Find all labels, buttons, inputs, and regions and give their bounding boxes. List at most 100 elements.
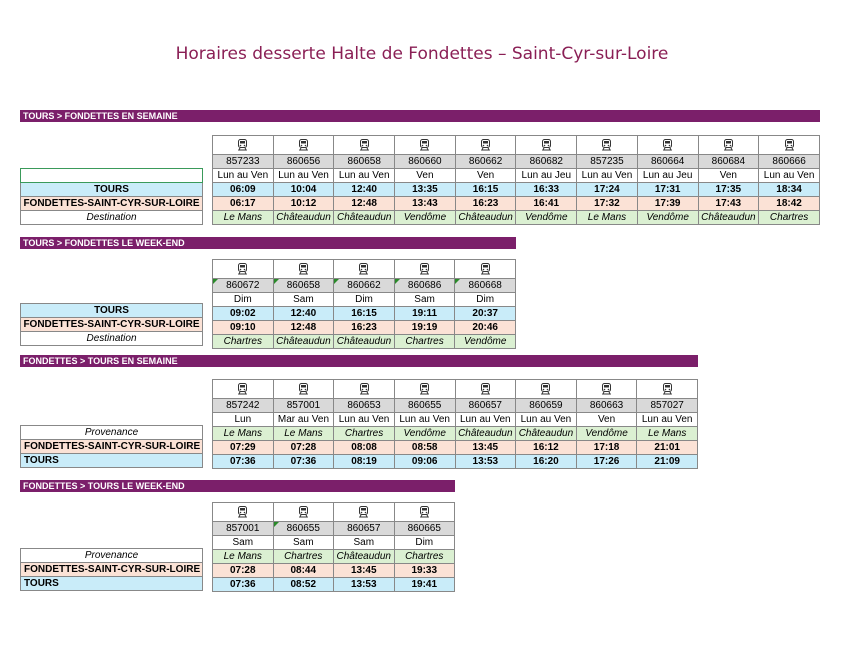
tours-time: 16:20 — [515, 454, 577, 469]
tours-label: TOURS — [20, 182, 203, 197]
tours-time: 20:37 — [454, 306, 516, 321]
service-days: Dim — [454, 292, 516, 307]
train-number: 857235 — [576, 154, 638, 169]
service-days: Lun au Ven — [576, 168, 638, 183]
train-icon — [576, 135, 638, 155]
train-number: 860684 — [697, 154, 760, 169]
fondettes-time: 08:08 — [333, 440, 395, 455]
place-cell: Vendôme — [515, 210, 578, 225]
fondettes-time: 07:28 — [272, 440, 335, 455]
train-number-row: 857242 857001 860653 860655 860657 860659 8606… — [212, 398, 698, 413]
fondettes-time-row: 06:17 10:12 12:48 13:43 16:23 16:41 17:32 17:39… — [212, 196, 820, 211]
train-number: 860655 — [272, 521, 334, 536]
fondettes-time: 09:10 — [212, 320, 274, 335]
section-heading: TOURS > FONDETTES LE WEEK-END — [20, 237, 516, 249]
service-days: Sam — [272, 535, 334, 550]
train-number: 860682 — [515, 154, 578, 169]
tours-label: TOURS — [20, 576, 203, 591]
train-icon — [212, 502, 274, 522]
train-icon — [272, 502, 334, 522]
service-days: Sam — [393, 292, 456, 307]
station-label-table: TOURS FONDETTES-SAINT-CYR-SUR-LOIRE Destin… — [20, 168, 203, 225]
service-days-row: Dim Sam Dim Sam Dim — [212, 292, 516, 307]
tours-time: 12:40 — [272, 306, 335, 321]
place-cell: Châteaudun — [697, 210, 760, 225]
comment-marker-icon — [273, 522, 279, 527]
tours-time: 13:35 — [394, 182, 456, 197]
train-icon — [394, 135, 456, 155]
tours-time: 08:52 — [272, 577, 334, 592]
place-cell: Vendôme — [454, 334, 516, 349]
tours-time: 12:40 — [333, 182, 396, 197]
fondettes-time: 12:48 — [272, 320, 335, 335]
train-schedule-table: 860672 860658 860662 860686 860668 Dim Sam Dim S… — [212, 259, 516, 349]
fondettes-time: 19:33 — [393, 563, 455, 578]
tours-time: 07:36 — [212, 577, 274, 592]
fondettes-time: 17:32 — [576, 196, 638, 211]
fondettes-label: FONDETTES-SAINT-CYR-SUR-LOIRE — [20, 439, 203, 454]
service-days: Dim — [333, 292, 395, 307]
train-icon — [515, 379, 577, 399]
train-number: 860672 — [212, 278, 274, 293]
train-number: 857242 — [212, 398, 274, 413]
fondettes-time: 13:43 — [394, 196, 456, 211]
train-number: 860659 — [515, 398, 577, 413]
service-days: Sam — [272, 292, 335, 307]
train-icon-row — [212, 259, 516, 279]
train-number: 857027 — [636, 398, 698, 413]
place-cell: Vendôme — [575, 426, 638, 441]
tours-time: 17:35 — [697, 182, 760, 197]
train-number: 860656 — [272, 154, 335, 169]
tours-time: 07:36 — [212, 454, 274, 469]
train-number: 860662 — [333, 278, 395, 293]
fondettes-time: 13:45 — [333, 563, 395, 578]
fondettes-time: 17:18 — [575, 440, 638, 455]
service-days: Ven — [454, 168, 517, 183]
tours-time: 09:02 — [212, 306, 274, 321]
train-icon — [212, 135, 274, 155]
place-cell: Le Mans — [272, 426, 335, 441]
train-icon — [393, 379, 456, 399]
section-heading: TOURS > FONDETTES EN SEMAINE — [20, 110, 820, 122]
comment-marker-icon — [395, 279, 400, 284]
train-icon-row — [212, 135, 820, 155]
train-number: 860686 — [393, 278, 456, 293]
service-days: Lun au Jeu — [636, 168, 699, 183]
fondettes-time: 19:19 — [393, 320, 456, 335]
train-number: 860657 — [333, 521, 395, 536]
service-days: Sam — [333, 535, 395, 550]
place-cell-row: Chartres Châteaudun Châteaudun Chartres Vend… — [212, 334, 516, 349]
train-icon — [636, 135, 699, 155]
train-icon — [758, 135, 820, 155]
station-label-table: TOURS FONDETTES-SAINT-CYR-SUR-LOIRE Destin… — [20, 303, 203, 346]
service-days: Lun au Ven — [393, 412, 456, 427]
fondettes-time: 06:17 — [212, 196, 274, 211]
service-days: Lun au Jeu — [515, 168, 578, 183]
tours-time: 06:09 — [212, 182, 274, 197]
service-days: Dim — [393, 535, 455, 550]
train-number-row: 860672 860658 860662 860686 860668 — [212, 278, 516, 293]
train-number: 860666 — [758, 154, 820, 169]
fondettes-time-row: 09:10 12:48 16:23 19:19 20:46 — [212, 320, 516, 335]
train-number: 860658 — [333, 154, 396, 169]
train-icon — [333, 379, 395, 399]
service-days-row: Lun Mar au Ven Lun au Ven Lun au Ven Lun au … — [212, 412, 698, 427]
train-number: 860657 — [454, 398, 517, 413]
train-icon — [333, 502, 395, 522]
train-number-row: 857001 860655 860657 860665 — [212, 521, 455, 536]
place-cell: Chartres — [272, 549, 334, 564]
service-days: Lun au Ven — [272, 168, 335, 183]
train-number: 860662 — [454, 154, 517, 169]
fondettes-time: 17:43 — [697, 196, 760, 211]
train-number: 860653 — [333, 398, 395, 413]
place-cell: Chartres — [758, 210, 820, 225]
tours-time: 19:41 — [393, 577, 455, 592]
train-number: 857233 — [212, 154, 274, 169]
train-number: 860664 — [636, 154, 699, 169]
place-cell: Chartres — [393, 549, 455, 564]
fondettes-time: 10:12 — [272, 196, 335, 211]
fondettes-time: 16:23 — [333, 320, 395, 335]
tours-time: 09:06 — [393, 454, 456, 469]
place-label: Provenance — [20, 548, 203, 563]
service-days: Lun au Ven — [333, 168, 396, 183]
